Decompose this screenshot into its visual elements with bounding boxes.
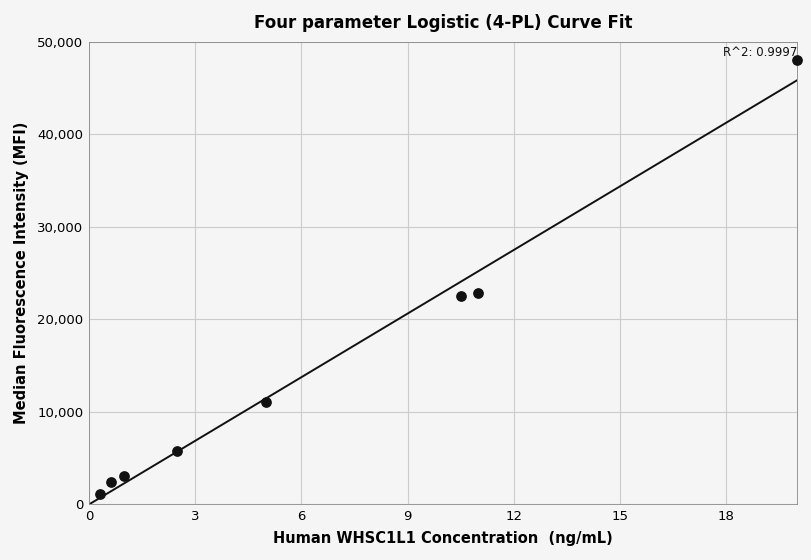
Point [791, 56, 804, 65]
Point [260, 398, 272, 407]
Point [105, 478, 118, 487]
Point [472, 289, 485, 298]
Point [118, 472, 131, 481]
Y-axis label: Median Fluorescence Intensity (MFI): Median Fluorescence Intensity (MFI) [14, 122, 29, 424]
Title: Four parameter Logistic (4-PL) Curve Fit: Four parameter Logistic (4-PL) Curve Fit [254, 14, 633, 32]
X-axis label: Human WHSC1L1 Concentration  (ng/mL): Human WHSC1L1 Concentration (ng/mL) [273, 531, 613, 546]
Point [171, 446, 184, 455]
Point [454, 292, 467, 301]
Text: R^2: 0.9997: R^2: 0.9997 [723, 46, 797, 59]
Point [93, 489, 106, 498]
